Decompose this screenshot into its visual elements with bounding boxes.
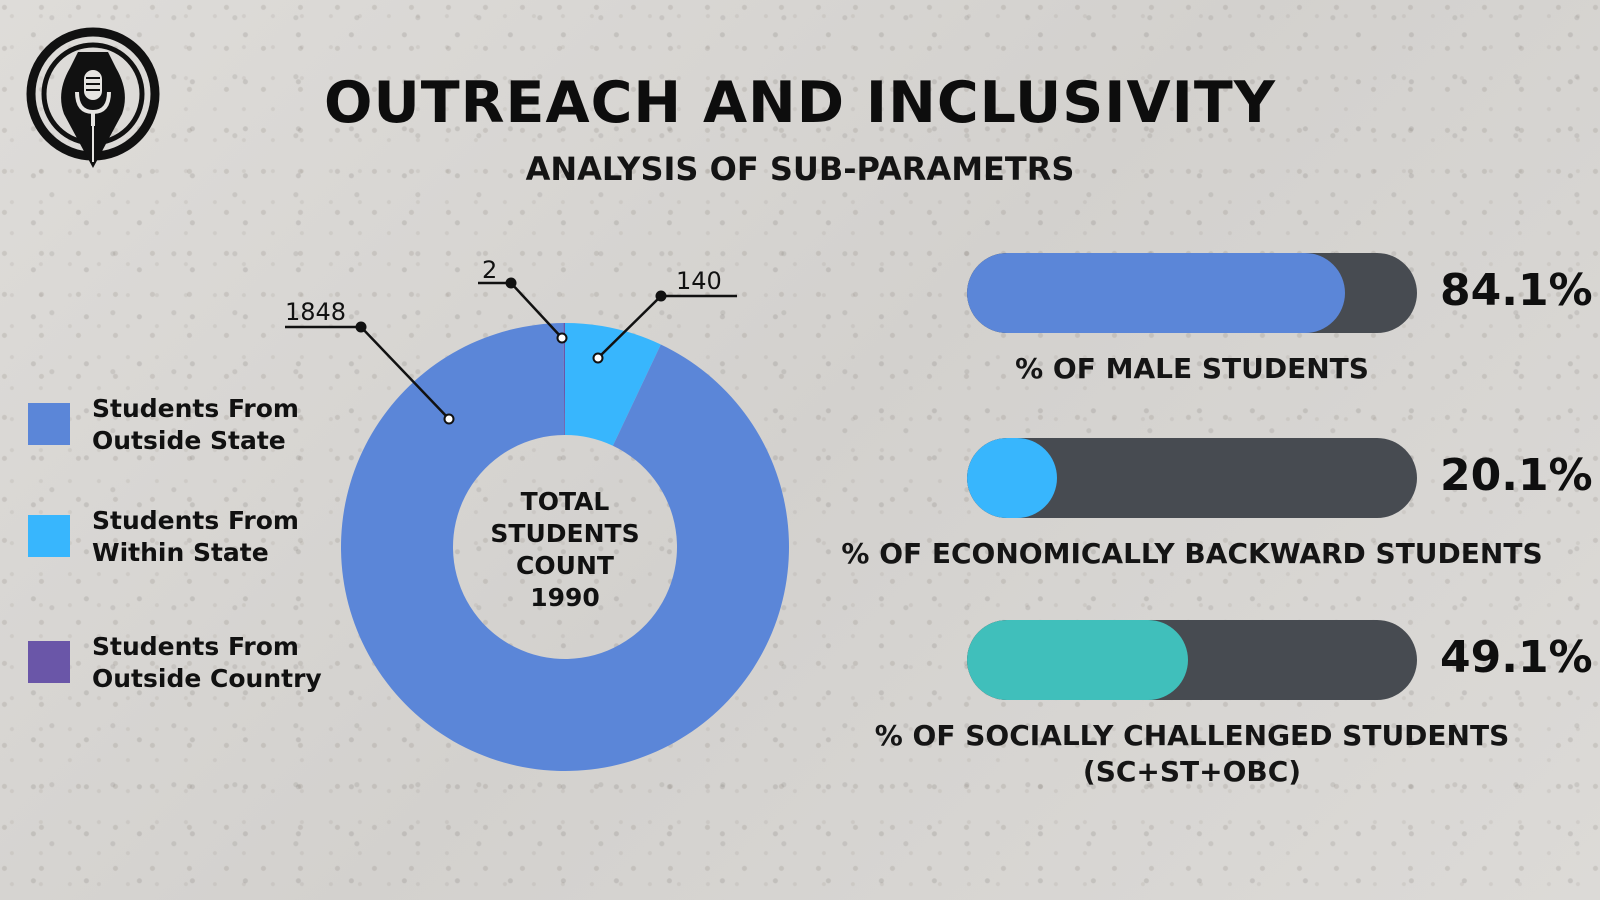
progress-track [967, 438, 1417, 518]
page-subtitle: ANALYSIS OF SUB-PARAMETRS [525, 150, 1075, 188]
donut-slice-outside-country [563, 323, 565, 436]
progress-fill [967, 253, 1346, 333]
pen-nib-microphone-icon [26, 27, 160, 168]
slice-value-label: 140 [676, 267, 722, 295]
slice-value-label: 2 [482, 256, 497, 284]
slice-label-within-state: 140 [592, 267, 737, 364]
slice-value-label: 1848 [285, 298, 346, 326]
progress-value: 49.1% [1440, 632, 1593, 683]
progress-caption: % OF ECONOMICALLY BACKWARD STUDENTS [841, 537, 1543, 570]
legend-label: Students From Outside Country [92, 632, 322, 693]
legend-swatch [28, 403, 70, 445]
slice-label-outside-state: 1848 [285, 298, 455, 425]
legend-swatch [28, 515, 70, 557]
donut-slice-within-state [565, 323, 661, 446]
donut-slice-outside-state [341, 323, 789, 771]
donut-center-label: TOTAL STUDENTS COUNT 1990 [490, 487, 640, 612]
progress-value: 20.1% [1440, 450, 1593, 501]
page-title: OUTREACH AND INCLUSIVITY [324, 70, 1276, 136]
legend-swatch [28, 641, 70, 683]
progress-caption: % OF MALE STUDENTS [1015, 352, 1369, 385]
progress-track [967, 620, 1417, 700]
progress-fill [967, 438, 1058, 518]
progress-track [967, 253, 1417, 333]
legend-label: Students From Within State [92, 506, 299, 567]
legend-label: Students From Outside State [92, 394, 299, 455]
progress-value: 84.1% [1440, 265, 1593, 316]
progress-caption: % OF SOCIALLY CHALLENGED STUDENTS (SC+ST… [874, 719, 1510, 788]
slice-label-outside-country: 2 [478, 256, 568, 344]
progress-fill [967, 620, 1188, 700]
